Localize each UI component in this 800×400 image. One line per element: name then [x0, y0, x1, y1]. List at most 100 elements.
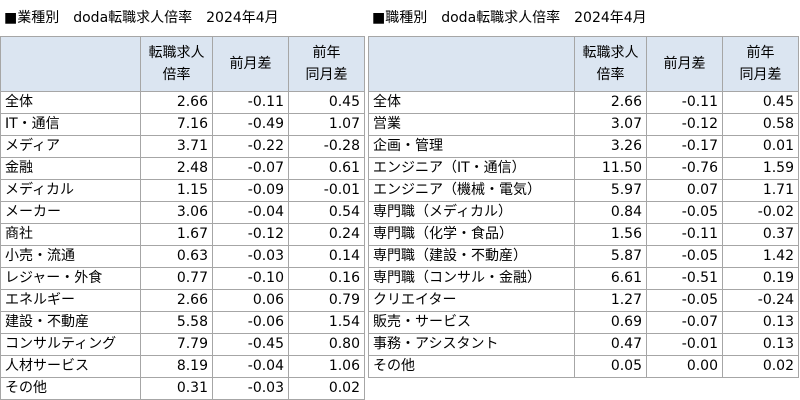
mom-diff-cell: -0.76 — [646, 157, 723, 180]
occupation-table-title: ■職種別 doda転職求人倍率 2024年4月 — [372, 10, 647, 26]
occupation-panel: ■職種別 doda転職求人倍率 2024年4月 転職求人 倍率 前月差 前年 同月差 全… — [368, 0, 799, 378]
yoy-diff-cell: 1.42 — [722, 245, 799, 268]
ratio-cell: 1.67 — [140, 223, 213, 246]
header-ratio: 転職求人 倍率 — [140, 36, 213, 92]
ratio-cell: 3.06 — [140, 201, 213, 224]
yoy-diff-cell: 0.14 — [288, 245, 365, 268]
table-row: メディカル 1.15 -0.09 -0.01 — [0, 179, 365, 202]
row-label: エネルギー — [0, 289, 141, 312]
ratio-cell: 1.15 — [140, 179, 213, 202]
header-row: 転職求人 倍率 前月差 前年 同月差 — [368, 36, 799, 92]
yoy-diff-cell: 1.07 — [288, 113, 365, 136]
ratio-cell: 2.48 — [140, 157, 213, 180]
industry-table: 転職求人 倍率 前月差 前年 同月差 全体 2.66 -0.11 0.45 IT・通信 7.16-… — [0, 36, 365, 400]
row-label: 事務・アシスタント — [368, 333, 575, 356]
ratio-cell: 2.66 — [574, 91, 647, 114]
table-row: レジャー・外食 0.77 -0.10 0.16 — [0, 267, 365, 290]
ratio-cell: 5.58 — [140, 311, 213, 334]
header-mom-diff-line: 前月差 — [229, 56, 272, 72]
ratio-cell: 2.66 — [140, 289, 213, 312]
mom-diff-cell: -0.07 — [212, 157, 289, 180]
yoy-diff-cell: -0.01 — [288, 179, 365, 202]
mom-diff-cell: 0.07 — [646, 179, 723, 202]
ratio-cell: 0.63 — [140, 245, 213, 268]
row-label: クリエイター — [368, 289, 575, 312]
table-row: クリエイター 1.27 -0.05 -0.24 — [368, 289, 799, 312]
row-label: 金融 — [0, 157, 141, 180]
industry-panel: ■業種別 doda転職求人倍率 2024年4月 転職求人 倍率 前月差 前年 同月差 全… — [0, 0, 365, 400]
row-label: レジャー・外食 — [0, 267, 141, 290]
yoy-diff-cell: 0.58 — [722, 113, 799, 136]
table-row: 営業 3.07 -0.12 0.58 — [368, 113, 799, 136]
header-yoy-diff: 前年 同月差 — [722, 36, 799, 92]
occupation-table: 転職求人 倍率 前月差 前年 同月差 全体 2.66 -0.11 0.45 営業 3.07 -0.1… — [368, 36, 799, 378]
mom-diff-cell: -0.12 — [212, 223, 289, 246]
mom-diff-cell: -0.45 — [212, 333, 289, 356]
ratio-cell: 6.61 — [574, 267, 647, 290]
row-label: 商社 — [0, 223, 141, 246]
ratio-cell: 3.71 — [140, 135, 213, 158]
yoy-diff-cell: 0.45 — [722, 91, 799, 114]
yoy-diff-cell: 0.61 — [288, 157, 365, 180]
table-row: メーカー 3.06 -0.04 0.54 — [0, 201, 365, 224]
table-row: エンジニア（IT・通信） 11.50 -0.76 1.59 — [368, 157, 799, 180]
row-label: その他 — [368, 355, 575, 378]
header-row: 転職求人 倍率 前月差 前年 同月差 — [0, 36, 365, 92]
header-ratio-line: 転職求人 — [148, 45, 205, 61]
mom-diff-cell: -0.11 — [646, 223, 723, 246]
header-yoy-diff-line: 前年 — [746, 45, 775, 61]
header-mom-diff: 前月差 — [212, 36, 289, 92]
yoy-diff-cell: 1.71 — [722, 179, 799, 202]
row-label: 人材サービス — [0, 355, 141, 378]
header-ratio-line: 倍率 — [596, 67, 625, 83]
yoy-diff-cell: 0.24 — [288, 223, 365, 246]
ratio-cell: 3.26 — [574, 135, 647, 158]
header-mom-diff-line: 前月差 — [663, 56, 706, 72]
mom-diff-cell: -0.51 — [646, 267, 723, 290]
mom-diff-cell: -0.03 — [212, 377, 289, 400]
row-label: エンジニア（IT・通信） — [368, 157, 575, 180]
row-label: 専門職（メディカル） — [368, 201, 575, 224]
yoy-diff-cell: 0.37 — [722, 223, 799, 246]
mom-diff-cell: -0.04 — [212, 355, 289, 378]
header-ratio-line: 倍率 — [162, 67, 191, 83]
mom-diff-cell: -0.11 — [646, 91, 723, 114]
mom-diff-cell: -0.05 — [646, 245, 723, 268]
row-label: 小売・流通 — [0, 245, 141, 268]
header-yoy-diff: 前年 同月差 — [288, 36, 365, 92]
table-row: エネルギー 2.66 0.06 0.79 — [0, 289, 365, 312]
yoy-diff-cell: -0.28 — [288, 135, 365, 158]
table-row: 金融 2.48 -0.07 0.61 — [0, 157, 365, 180]
mom-diff-cell: -0.12 — [646, 113, 723, 136]
ratio-cell: 2.66 — [140, 91, 213, 114]
row-label: コンサルティング — [0, 333, 141, 356]
header-yoy-diff-line: 同月差 — [739, 67, 782, 83]
ratio-cell: 7.79 — [140, 333, 213, 356]
mom-diff-cell: -0.17 — [646, 135, 723, 158]
mom-diff-cell: -0.05 — [646, 201, 723, 224]
table-row: 商社 1.67 -0.12 0.24 — [0, 223, 365, 246]
header-ratio: 転職求人 倍率 — [574, 36, 647, 92]
mom-diff-cell: -0.07 — [646, 311, 723, 334]
table-row: 専門職（コンサル・金融） 6.61 -0.51 0.19 — [368, 267, 799, 290]
yoy-diff-cell: -0.24 — [722, 289, 799, 312]
yoy-diff-cell: 0.45 — [288, 91, 365, 114]
row-label: 全体 — [0, 91, 141, 114]
mom-diff-cell: -0.04 — [212, 201, 289, 224]
yoy-diff-cell: 0.01 — [722, 135, 799, 158]
mom-diff-cell: -0.10 — [212, 267, 289, 290]
yoy-diff-cell: 0.16 — [288, 267, 365, 290]
table-row: 専門職（化学・食品） 1.56 -0.11 0.37 — [368, 223, 799, 246]
yoy-diff-cell: 1.54 — [288, 311, 365, 334]
yoy-diff-cell: 1.59 — [722, 157, 799, 180]
table-row: IT・通信 7.16 -0.49 1.07 — [0, 113, 365, 136]
ratio-cell: 7.16 — [140, 113, 213, 136]
row-label: 企画・管理 — [368, 135, 575, 158]
table-row: 事務・アシスタント 0.47 -0.01 0.13 — [368, 333, 799, 356]
header-ratio-line: 転職求人 — [582, 45, 639, 61]
yoy-diff-cell: 0.54 — [288, 201, 365, 224]
mom-diff-cell: -0.06 — [212, 311, 289, 334]
ratio-cell: 1.56 — [574, 223, 647, 246]
yoy-diff-cell: 1.06 — [288, 355, 365, 378]
row-label: 全体 — [368, 91, 575, 114]
